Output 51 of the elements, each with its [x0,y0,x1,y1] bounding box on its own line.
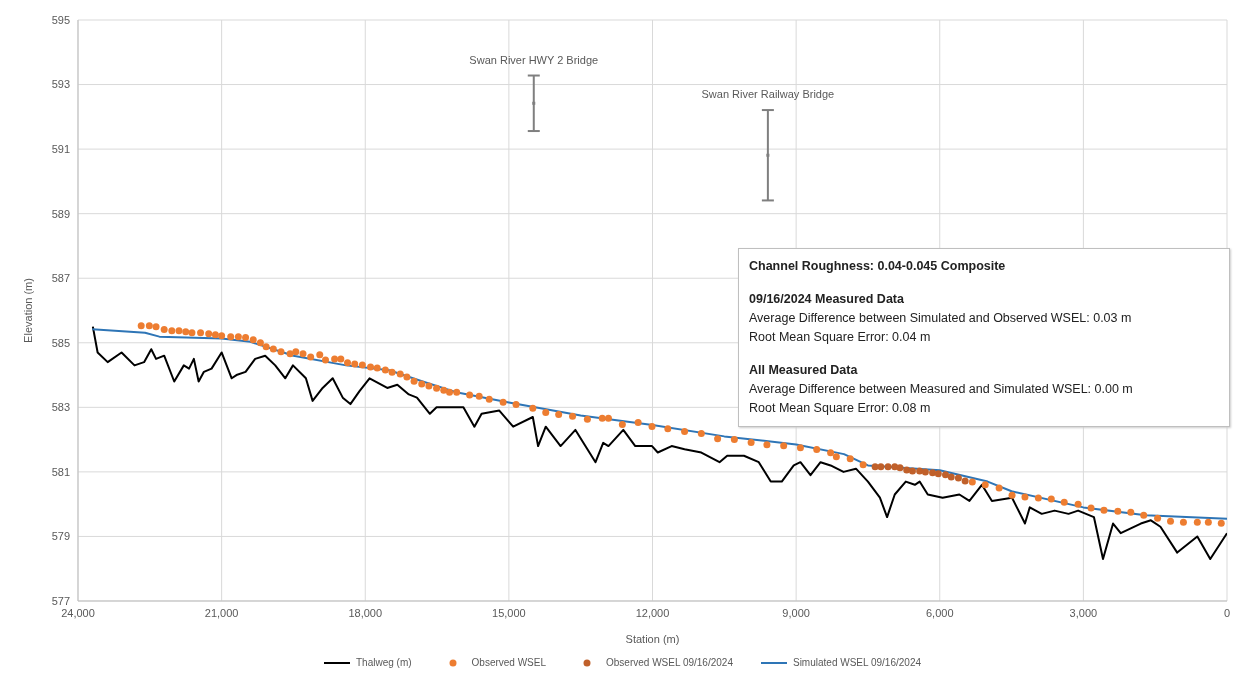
annotation: Root Mean Square Error: 0.04 m [749,329,932,346]
legend-label: Simulated WSEL 09/16/2024 [792,657,922,668]
x-tick-label: 9,000 [782,606,810,619]
point [891,463,899,471]
x-tick-label: 21,000 [204,606,239,619]
y-tick-label: 577 [51,594,70,607]
point [908,467,916,475]
line-series [91,325,1227,561]
y-tick-label: 589 [51,207,70,220]
x-tick-label: 15,000 [492,606,526,619]
y-tick-label: 587 [51,272,70,285]
y-tick-label: 579 [51,530,70,543]
x-tick-label: 24,000 [61,606,95,619]
y-tick-label: 585 [51,336,70,349]
y-axis-title: Elevation (m) [21,278,34,343]
annotation: Swan River HWY 2 Bridge [469,53,599,66]
y-tick-label: 595 [51,13,70,26]
point [929,469,937,477]
y-tick-label: 593 [51,78,70,91]
legend-label: Observed WSEL [471,657,547,668]
point [954,474,962,482]
point [942,471,949,479]
point [896,464,904,472]
x-axis-title: Station (m) [625,633,680,645]
x-tick-label: 12,000 [635,606,670,619]
point [921,468,929,476]
point [532,101,536,105]
x-tick-label: 6,000 [925,606,954,619]
point [916,467,924,475]
annotation: Root Mean Square Error: 0.08 m [749,400,932,417]
annotation: Channel Roughness: 0.04-0.045 Composite [749,258,1007,275]
y-tick-label: 591 [51,143,70,156]
legend-label: Thalweg (m) [355,657,412,668]
point [947,473,955,481]
annotation: Average Difference between Simulated and Observed WSEL: 0.03 m [749,310,1133,327]
x-tick-label: 0 [1223,606,1231,619]
point [903,466,911,474]
x-tick-label: 18,000 [348,606,383,619]
annotation: Average Difference between Measured and Simulated WSEL: 0.00 m [749,381,1134,398]
point [884,463,892,471]
legend-label: Observed WSEL 09/16/2024 [606,657,733,668]
point [961,477,969,485]
x-tick-label: 3,000 [1069,606,1098,619]
annotation: Swan River Railway Bridge [701,88,835,101]
point [934,470,942,478]
y-tick-label: 581 [51,465,70,478]
point [766,153,770,157]
annotation: All Measured Data [749,362,859,379]
point [877,463,885,471]
annotation: 09/16/2024 Measured Data [749,291,905,308]
y-tick-label: 583 [51,401,70,414]
